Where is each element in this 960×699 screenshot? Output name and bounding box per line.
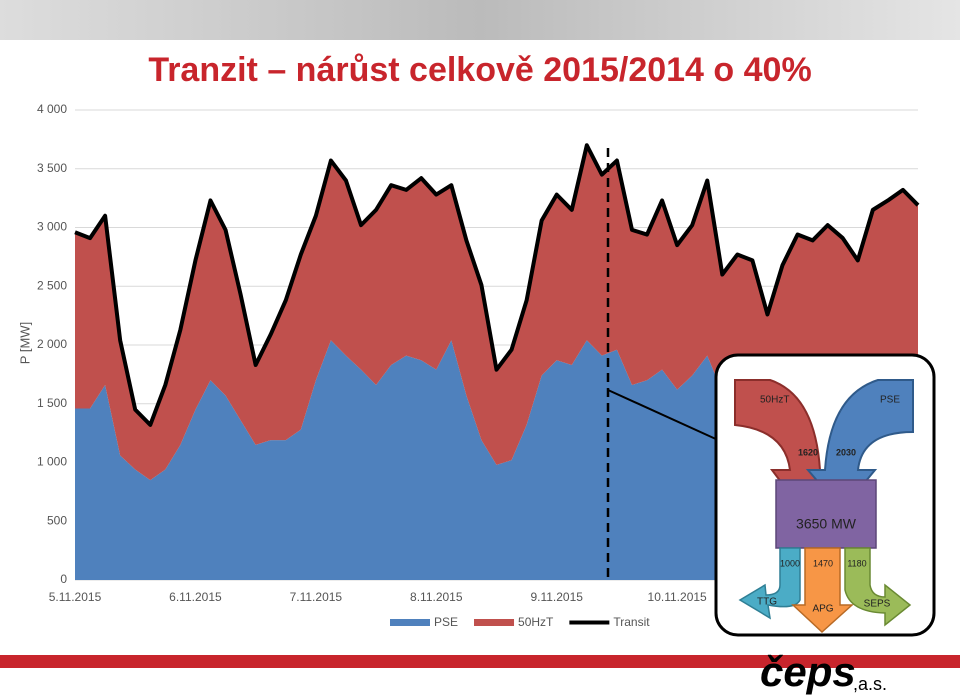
inset-label: 2030 — [836, 447, 856, 457]
legend-item: PSE — [390, 615, 458, 629]
legend-swatch — [390, 619, 430, 626]
inset-label: 1000 — [780, 558, 800, 568]
x-tick-label: 8.11.2015 — [410, 590, 463, 604]
y-tick-label: 1 000 — [37, 455, 67, 469]
legend-label: 50HzT — [518, 615, 554, 629]
area — [75, 340, 918, 580]
inset-label: 50HzT — [760, 395, 789, 406]
x-tick-label: 10.11.2015 — [648, 590, 707, 604]
x-tick-label: 7.11.2015 — [290, 590, 343, 604]
inset-label: 1180 — [847, 558, 866, 568]
footer-band — [0, 655, 960, 668]
legend-item: Transit — [569, 615, 650, 629]
inset-label: PSE — [880, 395, 900, 406]
y-tick-label: 2 500 — [37, 278, 67, 292]
x-tick-label: 6.11.2015 — [169, 590, 222, 604]
inset-label: APG — [812, 604, 833, 615]
banner — [0, 0, 960, 40]
y-tick-label: 3 000 — [37, 220, 67, 234]
x-tick-label: 9.11.2015 — [530, 590, 583, 604]
inset-label: SEPS — [864, 599, 891, 610]
y-tick-label: 3 500 — [37, 161, 67, 175]
y-tick-label: 1 500 — [37, 396, 67, 410]
y-tick-label: 500 — [47, 513, 67, 527]
plot: 0 500 1 000 1 500 2 000 2 500 3 000 3 500 4 000 5… — [37, 102, 920, 629]
inset-diagram: 50HzT PSE 1620 2030 3650 MW 1000 1470 11… — [714, 353, 936, 637]
arrow-seps — [844, 547, 912, 627]
y-tick-label: 4 000 — [37, 102, 67, 116]
y-axis-label: P [MW] — [17, 322, 32, 364]
inset-label: 1470 — [813, 558, 833, 568]
legend-label: PSE — [434, 615, 458, 629]
y-tick-label: 2 000 — [37, 337, 67, 351]
chart-title: Tranzit – nárůst celkově 2015/2014 o 40% — [148, 51, 811, 89]
legend-label: Transit — [613, 615, 650, 629]
y-tick-label: 0 — [60, 572, 67, 586]
inset-label: TTG — [757, 597, 777, 608]
area — [75, 145, 918, 481]
arrow-ttg — [738, 547, 801, 620]
line — [74, 143, 920, 427]
logo-suffix: ,a.s. — [853, 674, 887, 694]
total-box — [775, 479, 877, 549]
callout-line — [607, 389, 719, 441]
arrow-apg — [791, 547, 854, 634]
logo: čeps — [760, 648, 856, 695]
inset-label: 3650 MW — [796, 516, 857, 532]
x-tick-label: 5.11.2015 — [49, 590, 102, 604]
inset-label: 1620 — [798, 447, 818, 457]
legend-item: 50HzT — [474, 615, 554, 629]
legend-swatch — [474, 619, 515, 626]
